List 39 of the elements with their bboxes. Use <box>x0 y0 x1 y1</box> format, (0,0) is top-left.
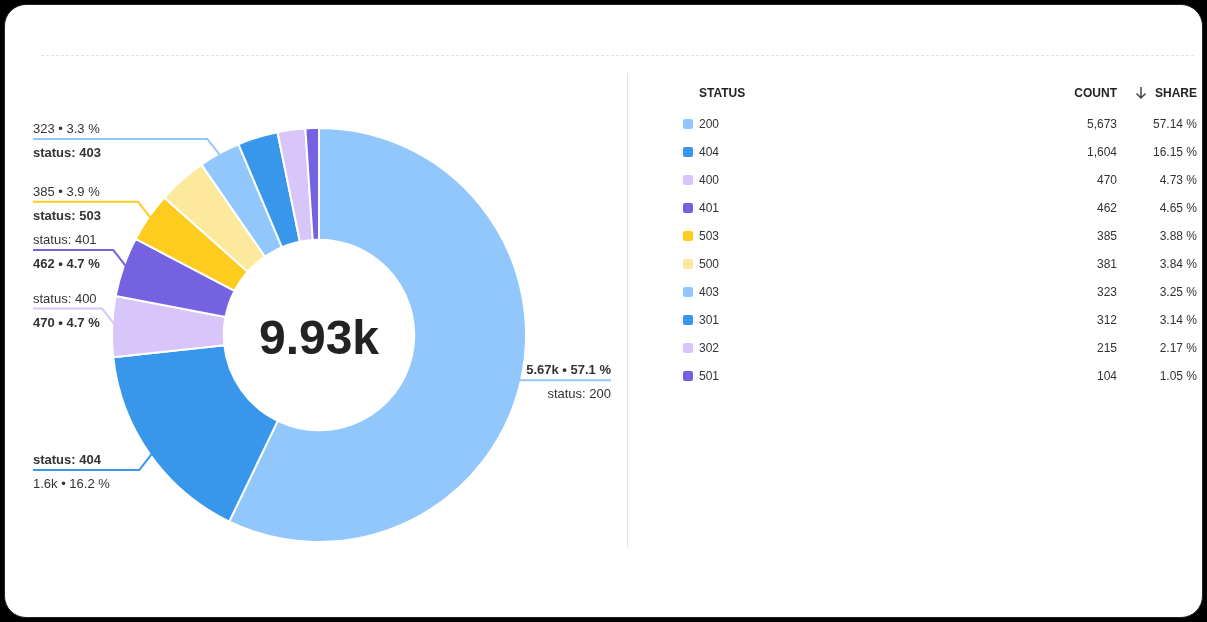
legend-label: 400 <box>699 172 720 189</box>
text: 323 <box>1096 285 1117 299</box>
text: 3.14 % <box>1159 313 1197 327</box>
text: 1,604 <box>1086 145 1117 159</box>
text: 462 <box>1096 201 1117 215</box>
data-label: status: 401 462 • 4.7 % <box>33 232 101 272</box>
text: 312 <box>1096 313 1117 327</box>
text: 1.05 % <box>1159 369 1197 383</box>
text: 104 <box>1096 369 1117 383</box>
legend-label: 302 <box>699 340 720 357</box>
text: 16.15 % <box>1152 145 1197 159</box>
text: 9.93k <box>257 310 381 366</box>
legend-label: 200 <box>699 116 720 133</box>
legend-label: 404 <box>699 144 720 161</box>
data-label: status: 400 470 • 4.7 % <box>33 290 101 330</box>
text: 57.14 % <box>1152 117 1197 131</box>
legend-label: 500 <box>699 256 720 273</box>
text: COUNT <box>1074 85 1117 102</box>
text: 215 <box>1096 341 1117 355</box>
text: 3.25 % <box>1159 285 1197 299</box>
text: 4.73 % <box>1159 173 1197 187</box>
legend-title: STATUS <box>699 85 746 102</box>
legend-label: 401 <box>699 200 720 217</box>
text: 4.65 % <box>1159 201 1197 215</box>
data-label: status: 404 1.6k • 16.2 % <box>33 452 111 492</box>
text: 470 <box>1096 173 1117 187</box>
legend-label: 301 <box>699 312 720 329</box>
legend-label: 503 <box>699 228 720 245</box>
text: SHARE <box>1154 85 1197 102</box>
legend-label: 501 <box>699 368 720 385</box>
text: 2.17 % <box>1159 341 1197 355</box>
data-label: 323 • 3.3 % status: 403 <box>33 121 101 160</box>
data-label: 5.67k • 57.1 % status: 200 <box>526 362 612 402</box>
text: 5,673 <box>1086 117 1117 131</box>
text: 3.84 % <box>1159 257 1197 271</box>
text: 385 <box>1096 229 1117 243</box>
text: 381 <box>1096 257 1117 271</box>
text: 3.88 % <box>1159 229 1197 243</box>
legend-label: 403 <box>699 284 720 301</box>
